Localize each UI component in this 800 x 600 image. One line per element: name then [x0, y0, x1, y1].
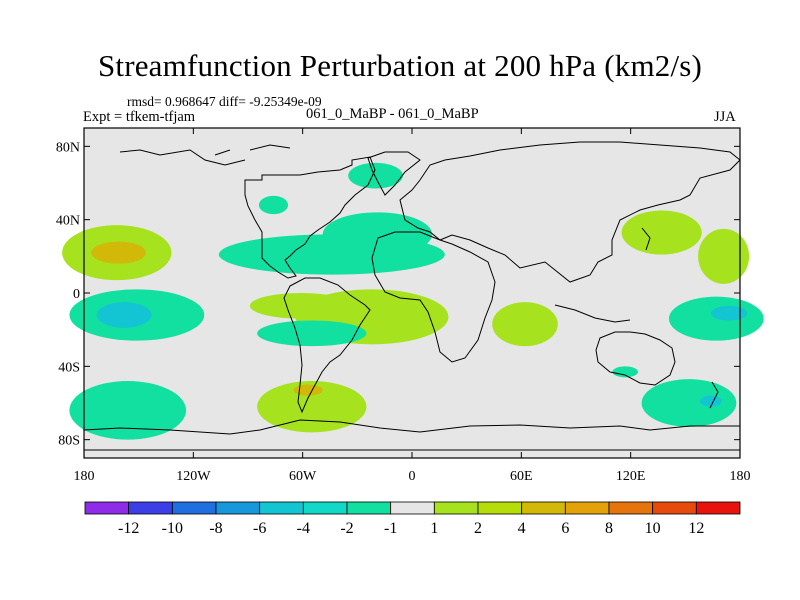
colorbar-box [564, 501, 610, 515]
colorbar-label: 12 [688, 520, 704, 537]
colorbar-box [433, 501, 479, 515]
lon-tick-label: 120E [616, 469, 646, 484]
colorbar-label: 4 [518, 520, 526, 537]
colorbar-label: 2 [474, 520, 482, 537]
anomaly-region [69, 381, 187, 440]
coastline-canadian-islands [119, 144, 291, 166]
colorbar-label: -2 [340, 520, 353, 537]
anomaly-region [698, 228, 750, 284]
anomaly-regions [62, 162, 764, 440]
colorbar-label: -4 [297, 520, 310, 537]
anomaly-region [257, 381, 367, 433]
figure-title: Streamfunction Perturbation at 200 hPa (… [97, 48, 703, 83]
lat-tick-label: 0 [73, 287, 80, 302]
colorbar-box [521, 501, 566, 515]
colorbar-box [695, 501, 741, 515]
lon-tick-label: 60W [289, 469, 317, 484]
anomaly-region [249, 293, 352, 319]
colorbar-box [84, 501, 130, 515]
colorbar-label: -1 [384, 520, 397, 537]
anomaly-region [257, 320, 367, 347]
experiment-label: Expt = tfkem-tfjam [83, 109, 196, 125]
colorbar-label: 1 [430, 520, 438, 537]
coastline-indonesia [554, 304, 631, 323]
lat-tick-label: 80S [58, 434, 80, 449]
colorbar-labels: -12 -10 -8 -6 -4 -2 -1 1 2 4 6 8 10 12 [118, 520, 704, 537]
colorbar-label: -8 [209, 520, 222, 537]
latitude-axis: 80N 40N 0 40S 80S [56, 140, 740, 449]
lon-tick-label: 180 [730, 469, 751, 484]
colorbar-box [171, 501, 217, 515]
coastline-eurasia [399, 141, 741, 283]
anomaly-region [96, 302, 152, 328]
colorbar-box [608, 501, 654, 515]
lat-tick-label: 40N [56, 214, 80, 229]
anomaly-region [258, 195, 289, 215]
case-label: 061_0_MaBP - 061_0_MaBP [306, 106, 479, 122]
colorbar-label: -10 [162, 520, 183, 537]
coastline-japan [641, 227, 651, 251]
map-background [84, 128, 740, 458]
coastline-north-america [244, 156, 376, 279]
colorbar-label: -6 [253, 520, 266, 537]
season-label: JJA [714, 109, 736, 125]
coastline-south-america [283, 277, 371, 414]
colorbar-box [215, 501, 261, 515]
anomaly-region [710, 305, 748, 321]
lon-tick-label: 120W [176, 469, 211, 484]
stats-line: rmsd= 0.968647 diff= -9.25349e-09 [127, 94, 322, 109]
anomaly-region [91, 241, 146, 264]
colorbar-box [302, 501, 348, 515]
lon-tick-label: 180 [74, 469, 95, 484]
anomaly-region [621, 210, 702, 255]
colorbar-label: 8 [605, 520, 613, 537]
lat-tick-label: 40S [58, 360, 80, 375]
anomaly-region [348, 162, 403, 189]
colorbar-box [346, 501, 392, 515]
lat-tick-label: 80N [56, 140, 80, 155]
anomaly-region [641, 379, 737, 427]
coastline-africa [371, 231, 496, 363]
longitude-axis: 180 120W 60W 0 60E 120E 180 [74, 128, 751, 484]
colorbar-label: -12 [118, 520, 139, 537]
coastline-greenland [367, 151, 421, 196]
lon-tick-label: 60E [510, 469, 533, 484]
anomaly-region [612, 366, 638, 378]
colorbar-box [259, 501, 304, 515]
colorbar-label: 10 [645, 520, 661, 537]
map-background-fill [84, 128, 740, 458]
anomaly-region [699, 395, 722, 407]
colorbar-box [390, 501, 435, 515]
anomaly-region [293, 384, 323, 396]
colorbar-box [477, 501, 523, 515]
colorbar-box [652, 501, 697, 515]
colorbar-boxes [84, 501, 741, 515]
lon-tick-label: 0 [409, 469, 416, 484]
colorbar-box [128, 501, 173, 515]
anomaly-region [322, 212, 433, 257]
coastline-australia [595, 331, 676, 386]
colorbar-label: 6 [561, 520, 569, 537]
coastline-new-zealand [709, 381, 719, 409]
anomaly-region [492, 302, 558, 347]
